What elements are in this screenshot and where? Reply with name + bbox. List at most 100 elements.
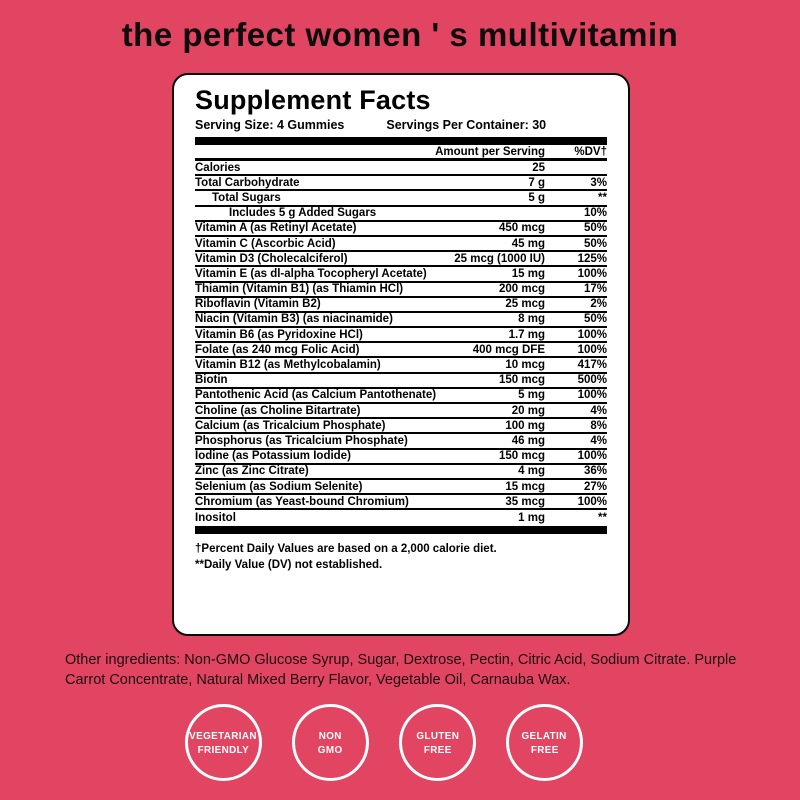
nutrient-name: Total Sugars <box>212 191 281 204</box>
table-row: Iodine (as Potassium Iodide) 150 mcg 100… <box>195 450 607 465</box>
table-row: Inositol 1 mg ** <box>195 510 607 525</box>
column-header-dv: %DV† <box>574 145 607 158</box>
nutrient-name: Zinc (as Zinc Citrate) <box>195 465 309 478</box>
table-row: Selenium (as Sodium Selenite) 15 mcg 27% <box>195 480 607 496</box>
badge-gelatin-free: GELATIN FREE <box>506 704 583 781</box>
nutrient-name: Pantothenic Acid (as Calcium Pantothenat… <box>195 389 437 402</box>
table-row: Calories 25 <box>195 161 607 177</box>
nutrient-amount: 20 mg <box>511 404 545 417</box>
column-header-amount: Amount per Serving <box>435 145 545 158</box>
table-row: Vitamin A (as Retinyl Acetate) 450 mcg 5… <box>195 222 607 237</box>
badge-row: VEGETARIAN FRIENDLY NON GMO GLUTEN FREE … <box>185 704 583 781</box>
badge-line-2: FRIENDLY <box>197 743 250 756</box>
badge-line-1: GELATIN <box>521 729 568 742</box>
nutrient-amount: 15 mg <box>511 267 545 280</box>
product-title: the perfect women ' s multivitamin <box>121 16 679 53</box>
nutrient-amount: 25 <box>532 161 545 174</box>
nutrient-amount: 46 mg <box>511 434 545 447</box>
nutrient-dv: 500% <box>577 374 607 387</box>
nutrient-amount: 5 mg <box>518 389 545 402</box>
nutrient-amount: 400 mcg DFE <box>472 343 545 356</box>
nutrient-dv: 3% <box>590 176 607 189</box>
nutrient-dv: ** <box>598 511 607 524</box>
nutrient-amount: 150 mcg <box>498 374 545 387</box>
nutrient-dv: 27% <box>583 480 607 493</box>
footnote-dv-not-established: **Daily Value (DV) not established. <box>195 558 383 571</box>
nutrient-amount: 4 mg <box>518 465 545 478</box>
table-row: Phosphorus (as Tricalcium Phosphate) 46 … <box>195 434 607 450</box>
nutrient-name: Vitamin A (as Retinyl Acetate) <box>195 222 357 235</box>
nutrient-amount: 5 g <box>528 191 545 204</box>
nutrient-amount: 25 mcg <box>505 298 545 311</box>
table-column-header: Amount per Serving %DV† <box>195 145 607 161</box>
footnotes: †Percent Daily Values are based on a 2,0… <box>195 541 607 573</box>
facts-table-body: Calories 25 Total Carbohydrate 7 g 3% To… <box>195 161 607 526</box>
nutrient-name: Inositol <box>195 511 236 524</box>
nutrient-name: Vitamin E (as dl-alpha Tocopheryl Acetat… <box>195 267 427 280</box>
supplement-facts-heading: Supplement Facts <box>195 85 431 115</box>
nutrient-dv: 50% <box>583 237 607 250</box>
nutrient-amount: 7 g <box>528 176 545 189</box>
table-row: Vitamin B12 (as Methylcobalamin) 10 mcg … <box>195 358 607 374</box>
table-row: Pantothenic Acid (as Calcium Pantothenat… <box>195 389 607 404</box>
nutrient-name: Total Carbohydrate <box>195 176 300 189</box>
badge-non-gmo: NON GMO <box>292 704 369 781</box>
nutrient-name: Vitamin C (Ascorbic Acid) <box>195 237 336 250</box>
table-row: Niacin (Vitamin B3) (as niacinamide) 8 m… <box>195 313 607 329</box>
table-row: Vitamin D3 (Cholecalciferol) 25 mcg (100… <box>195 252 607 268</box>
table-row: Total Sugars 5 g ** <box>195 191 607 207</box>
table-row: Total Carbohydrate 7 g 3% <box>195 176 607 192</box>
nutrient-dv: 10% <box>583 207 607 220</box>
nutrient-amount: 150 mcg <box>498 450 545 463</box>
divider-thick-bottom <box>195 525 607 534</box>
badge-gluten-free: GLUTEN FREE <box>399 704 476 781</box>
table-row: Thiamin (Vitamin B1) (as Thiamin HCl) 20… <box>195 283 607 298</box>
nutrient-name: Vitamin D3 (Cholecalciferol) <box>195 252 348 265</box>
table-row: Includes 5 g Added Sugars 10% <box>195 207 607 222</box>
badge-vegetarian-friendly: VEGETARIAN FRIENDLY <box>185 704 262 781</box>
nutrient-dv: 100% <box>577 495 607 508</box>
nutrient-name: Thiamin (Vitamin B1) (as Thiamin HCl) <box>195 283 404 296</box>
supplement-facts-panel: Supplement Facts Serving Size: 4 Gummies… <box>172 73 630 636</box>
badge-line-1: NON <box>318 729 343 742</box>
nutrient-name: Folate (as 240 mcg Folic Acid) <box>195 343 360 356</box>
nutrient-dv: 4% <box>590 404 607 417</box>
nutrient-name: Niacin (Vitamin B3) (as niacinamide) <box>195 313 393 326</box>
nutrient-name: Calories <box>195 161 241 174</box>
nutrient-amount: 35 mcg <box>505 495 545 508</box>
nutrient-dv: 100% <box>577 450 607 463</box>
table-row: Zinc (as Zinc Citrate) 4 mg 36% <box>195 465 607 480</box>
nutrient-name: Riboflavin (Vitamin B2) <box>195 298 321 311</box>
nutrient-dv: 8% <box>590 419 607 432</box>
nutrient-dv: 100% <box>577 389 607 402</box>
divider-thick-top <box>195 137 607 145</box>
nutrient-amount: 10 mcg <box>505 359 545 372</box>
nutrient-name: Biotin <box>195 374 228 387</box>
nutrient-amount: 8 mg <box>518 313 545 326</box>
servings-per-container-label: Servings Per Container: 30 <box>386 118 547 132</box>
badge-line-1: GLUTEN <box>416 729 459 742</box>
nutrient-dv: 36% <box>583 465 607 478</box>
nutrient-dv: 100% <box>577 267 607 280</box>
nutrient-dv: 2% <box>590 298 607 311</box>
nutrient-dv: 4% <box>590 434 607 447</box>
nutrient-dv: 125% <box>577 252 607 265</box>
table-row: Folate (as 240 mcg Folic Acid) 400 mcg D… <box>195 343 607 359</box>
nutrient-name: Vitamin B6 (as Pyridoxine HCl) <box>195 328 363 341</box>
nutrient-dv: 50% <box>583 222 607 235</box>
nutrient-name: Includes 5 g Added Sugars <box>229 207 377 220</box>
serving-size-label: Serving Size: 4 Gummies <box>195 118 345 132</box>
badge-line-1: VEGETARIAN <box>189 729 258 742</box>
table-row: Chromium (as Yeast-bound Chromium) 35 mc… <box>195 495 607 511</box>
table-row: Vitamin E (as dl-alpha Tocopheryl Acetat… <box>195 267 607 283</box>
table-row: Riboflavin (Vitamin B2) 25 mcg 2% <box>195 298 607 313</box>
badge-line-2: GMO <box>318 743 343 756</box>
table-row: Vitamin B6 (as Pyridoxine HCl) 1.7 mg 10… <box>195 328 607 344</box>
serving-info: Serving Size: 4 Gummies Servings Per Con… <box>195 118 607 132</box>
nutrient-dv: 50% <box>583 313 607 326</box>
nutrient-amount: 1.7 mg <box>508 328 545 341</box>
nutrient-name: Calcium (as Tricalcium Phosphate) <box>195 419 386 432</box>
badge-line-2: FREE <box>423 743 452 756</box>
table-row: Biotin 150 mcg 500% <box>195 374 607 389</box>
